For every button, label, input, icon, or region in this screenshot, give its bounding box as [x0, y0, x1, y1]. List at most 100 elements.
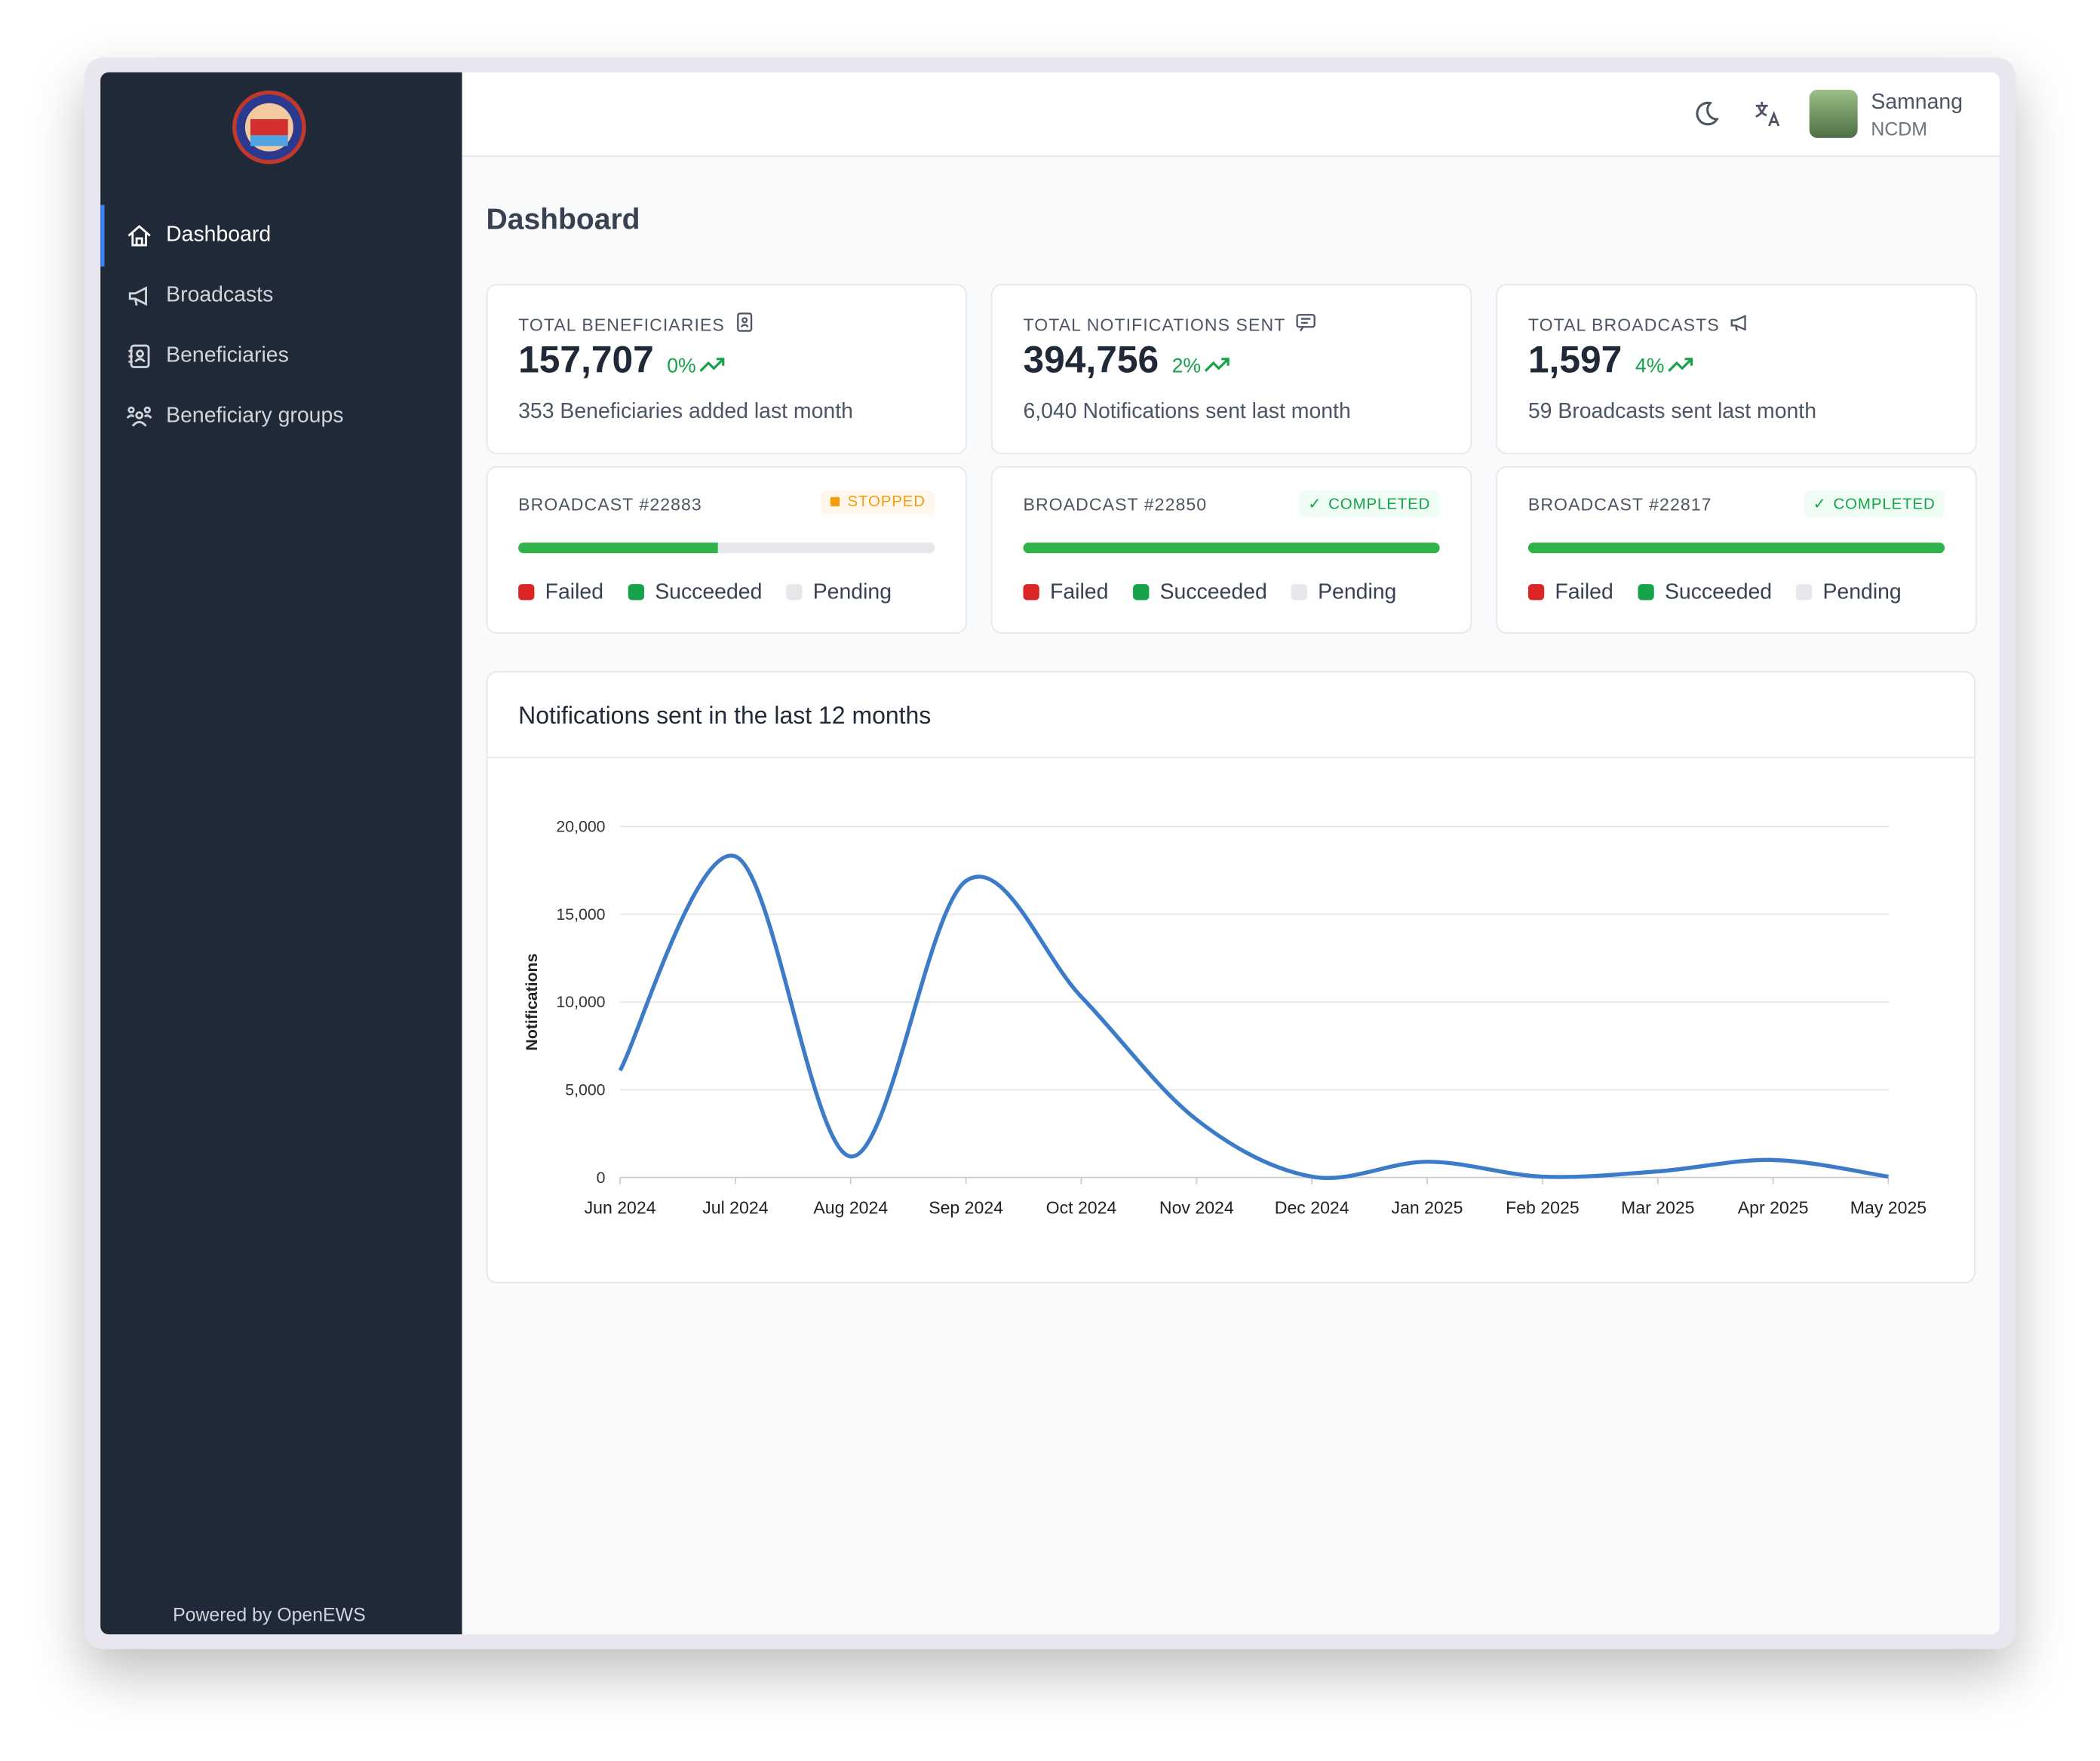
stat-card: TOTAL BENEFICIARIES 157,707 0% 353 Benefici… — [486, 284, 967, 454]
x-tick-label: Apr 2025 — [1738, 1198, 1809, 1218]
legend-swatch — [1023, 584, 1039, 601]
status-badge: STOPPED — [820, 490, 935, 515]
stat-label: TOTAL BROADCASTS — [1527, 315, 1720, 335]
stat-card: TOTAL BROADCASTS 1,597 4% 59 Broadcasts sen… — [1496, 284, 1977, 454]
legend-label: Failed — [1555, 581, 1613, 604]
active-indicator — [100, 204, 105, 267]
broadcast-name: BROADCAST #22817 — [1527, 494, 1712, 515]
chart-card: Notifications sent in the last 12 months… — [486, 671, 1976, 1283]
main: Samnang NCDM Dashboard Notifications sen… — [462, 72, 2000, 1635]
nav-item[interactable]: Broadcasts — [100, 268, 462, 321]
legend-swatch — [1291, 584, 1307, 601]
trend-icon — [699, 358, 725, 372]
legend-label: Pending — [812, 581, 892, 604]
legend-label: Failed — [545, 581, 604, 604]
broadcast-card: BROADCAST #22850 ✓ COMPLETED Failed Succeede… — [990, 466, 1472, 634]
x-tick-label: Jun 2024 — [585, 1198, 656, 1218]
stat-icon — [737, 312, 753, 332]
legend-item: Pending — [1291, 581, 1397, 606]
stat-note: 6,040 Notifications sent last month — [1023, 400, 1351, 424]
legend-item: Failed — [518, 582, 603, 606]
x-tick-label: Nov 2024 — [1159, 1198, 1234, 1218]
stat-note: 353 Beneficiaries added last month — [518, 400, 853, 424]
legend-swatch — [628, 584, 645, 601]
x-tick-label: Dec 2024 — [1275, 1198, 1349, 1218]
legend-swatch — [1527, 584, 1545, 601]
nav-item[interactable]: Beneficiaries — [100, 328, 462, 382]
stat-icon — [1296, 314, 1316, 332]
progress-track — [1527, 542, 1945, 554]
legend-label: Succeeded — [1664, 581, 1773, 604]
legend-item: Succeeded — [1638, 582, 1772, 606]
y-tick-label: 5,000 — [565, 1080, 605, 1099]
legend-item: Succeeded — [628, 581, 763, 606]
stat-change: 2% — [1171, 355, 1202, 378]
language-toggle[interactable] — [1753, 99, 1782, 128]
page-title: Dashboard — [486, 202, 640, 236]
stat-change: 4% — [1635, 355, 1665, 378]
legend-item: Failed — [1023, 582, 1108, 606]
legend-label: Failed — [1049, 581, 1109, 604]
legend-item: Pending — [786, 582, 892, 606]
legend-swatch — [518, 584, 535, 601]
legend-swatch — [1133, 584, 1150, 601]
divider — [487, 757, 1975, 758]
x-tick-label: Sep 2024 — [929, 1198, 1003, 1218]
legend-label: Pending — [1318, 581, 1397, 604]
legend-label: Succeeded — [1159, 581, 1267, 604]
nav-label: Broadcasts — [166, 284, 274, 307]
stat-label: TOTAL BENEFICIARIES — [518, 315, 725, 335]
legend-item: Pending — [1795, 581, 1902, 606]
dark-mode-toggle[interactable] — [1691, 99, 1721, 128]
status-badge: ✓ COMPLETED — [1804, 490, 1945, 518]
status-text: COMPLETED — [1833, 496, 1936, 514]
x-tick-label: Aug 2024 — [813, 1198, 888, 1218]
legend-label: Pending — [1822, 581, 1902, 604]
trend-icon — [1668, 358, 1693, 372]
nav-label: Beneficiaries — [166, 344, 289, 367]
legend-item: Succeeded — [1133, 582, 1267, 606]
nav-label: Dashboard — [166, 223, 272, 247]
y-tick-label: 10,000 — [556, 993, 605, 1011]
stat-value: 157,707 — [518, 339, 654, 381]
stat-icon — [1730, 315, 1746, 331]
stat-card: TOTAL NOTIFICATIONS SENT 394,756 2% 6,040 N… — [990, 284, 1472, 454]
sidebar: Dashboard Broadcasts Beneficiaries Benef… — [100, 72, 462, 1635]
y-tick-label: 0 — [597, 1169, 606, 1187]
legend-label: Succeeded — [655, 581, 763, 604]
stat-label: TOTAL NOTIFICATIONS SENT — [1023, 315, 1286, 335]
progress-track — [1023, 542, 1440, 554]
x-tick-label: Jul 2024 — [702, 1198, 768, 1218]
status-badge: ✓ COMPLETED — [1298, 490, 1440, 518]
x-tick-label: Oct 2024 — [1046, 1198, 1117, 1218]
x-tick-label: Mar 2025 — [1621, 1198, 1695, 1218]
progress-bar — [1527, 542, 1945, 554]
progress-bar — [518, 542, 719, 554]
chart-title: Notifications sent in the last 12 months — [518, 702, 932, 729]
progress-track — [518, 542, 935, 554]
stat-value: 1,597 — [1527, 339, 1623, 381]
legend-swatch — [1795, 584, 1813, 601]
stat-note: 59 Broadcasts sent last month — [1527, 400, 1817, 424]
trend-icon — [1204, 358, 1230, 372]
nav-item[interactable]: Dashboard — [100, 207, 462, 261]
logo — [232, 90, 306, 164]
status-text: COMPLETED — [1328, 496, 1431, 514]
y-axis-label: Notifications — [523, 954, 541, 1051]
y-tick-label: 20,000 — [556, 818, 605, 836]
legend-swatch — [1638, 584, 1654, 601]
top-bar: Samnang NCDM — [462, 72, 2000, 157]
user-name: Samnang — [1871, 91, 1963, 114]
y-tick-label: 15,000 — [556, 905, 605, 924]
status-text: STOPPED — [847, 494, 926, 511]
footer-text: Powered by OpenEWS — [173, 1603, 366, 1625]
avatar[interactable] — [1809, 89, 1858, 138]
broadcast-name: BROADCAST #22850 — [1023, 494, 1208, 515]
legend-item: Failed — [1527, 581, 1613, 606]
nav-item[interactable]: Beneficiary groups — [100, 389, 462, 442]
x-tick-label: Feb 2025 — [1506, 1198, 1580, 1218]
legend-swatch — [786, 584, 803, 601]
broadcast-card: BROADCAST #22883 STOPPED Failed Succeeded Pe… — [486, 466, 967, 634]
